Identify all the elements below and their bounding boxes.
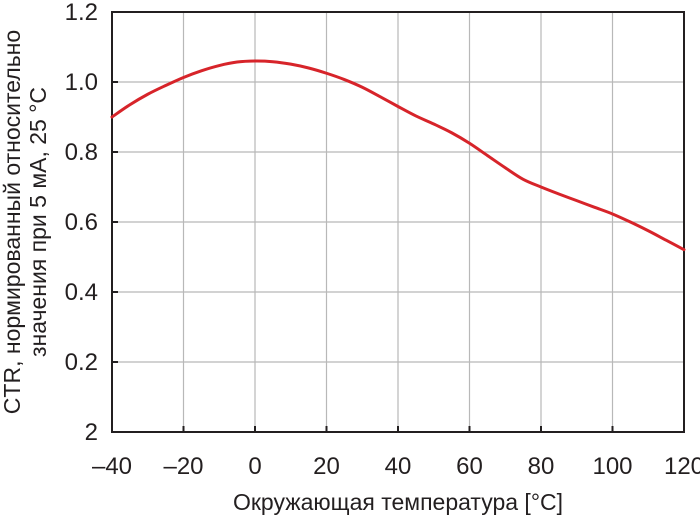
x-tick-label: 60 (456, 453, 483, 480)
y-tick-labels: 2 0.2 0.4 0.6 0.8 1.0 1.2 (65, 0, 98, 446)
x-tick-label: 80 (528, 453, 555, 480)
y-axis-title: CTR, нормированный относительно значения… (0, 30, 51, 414)
y-tick-label: 0.6 (65, 209, 98, 236)
x-tick-label: 40 (385, 453, 412, 480)
tick-marks (111, 11, 685, 433)
x-tick-label: 120 (664, 453, 700, 480)
y-tick-label: 0.4 (65, 279, 98, 306)
y-axis-title-line-2: значения при 5 мА, 25 °C (25, 87, 51, 357)
x-tick-labels: –40 –20 0 20 40 60 80 100 120 (92, 453, 700, 480)
x-tick-label: 20 (313, 453, 340, 480)
x-axis-title: Окружающая температура [°C] (233, 489, 563, 515)
x-tick-label: –20 (163, 453, 203, 480)
y-axis-title-line-1: CTR, нормированный относительно (0, 30, 25, 414)
y-tick-label: 1.0 (65, 69, 98, 96)
y-tick-label: 1.2 (65, 0, 98, 26)
grid (112, 12, 684, 432)
x-tick-label: 0 (248, 453, 261, 480)
y-tick-label: 2 (85, 419, 98, 446)
x-tick-label: –40 (92, 453, 132, 480)
series-line (110, 59, 686, 252)
y-tick-label: 0.8 (65, 139, 98, 166)
x-tick-label: 100 (592, 453, 632, 480)
y-tick-label: 0.2 (65, 349, 98, 376)
